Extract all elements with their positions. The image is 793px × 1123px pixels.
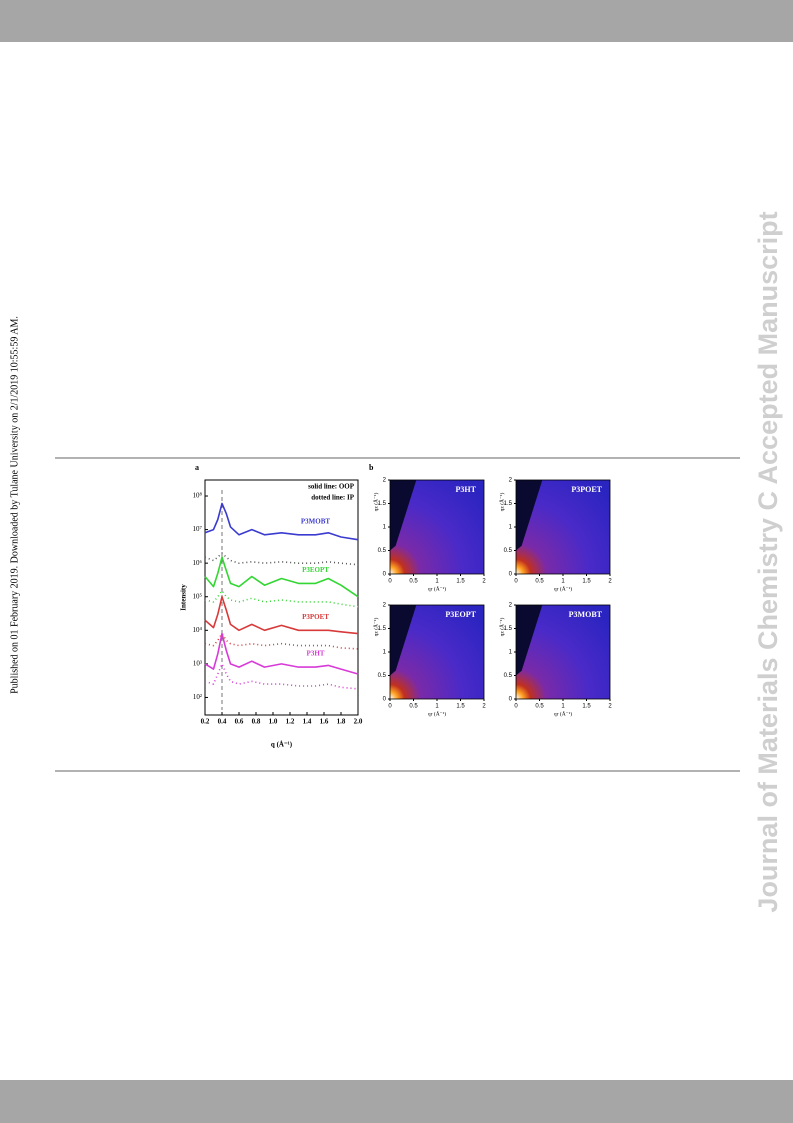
- y-tick-label: 10²: [193, 693, 202, 701]
- y-axis-label: Intensity: [180, 584, 188, 611]
- x-tick-label: 2: [482, 704, 486, 710]
- y-tick-label: 10⁴: [193, 626, 203, 634]
- y-tick-label: 2: [383, 478, 387, 484]
- series-label: P3EOPT: [302, 566, 329, 574]
- panel-letter: b: [369, 463, 374, 472]
- y-tick-label: 0.5: [378, 673, 387, 679]
- watermark: Journal of Materials Chemistry C Accepte…: [753, 211, 783, 912]
- y-tick-label: 10⁶: [193, 559, 203, 567]
- x-tick-label: 0: [514, 704, 518, 710]
- series-line: [204, 595, 359, 635]
- x-tick-label: 0.4: [218, 718, 227, 726]
- y-tick-label: 2: [509, 478, 513, 484]
- y-tick-label: 10⁵: [193, 592, 203, 600]
- y-tick-label: 2: [509, 603, 513, 609]
- y-tick-label: 0.5: [378, 548, 387, 554]
- y-tick-label: 1.5: [504, 626, 513, 632]
- panel-title: P3HT: [456, 485, 477, 494]
- x-axis-label: qr (Å⁻¹): [554, 584, 572, 592]
- x-tick-label: 1.5: [456, 704, 465, 710]
- x-tick-label: 0.5: [535, 579, 544, 585]
- panel-title: P3MOBT: [569, 610, 603, 619]
- x-tick-label: 0: [514, 579, 518, 585]
- series-label: P3MOBT: [301, 517, 330, 525]
- y-tick-label: 10³: [193, 659, 202, 667]
- y-tick-label: 0.5: [504, 548, 513, 554]
- x-tick-label: 1.5: [456, 579, 465, 585]
- x-tick-label: 1: [561, 579, 565, 585]
- series-line: [204, 556, 359, 598]
- bottom-bar: [0, 1080, 793, 1123]
- x-axis-label: q (Å⁻¹): [271, 741, 293, 749]
- y-tick-label: 1: [509, 525, 513, 531]
- side-note: Published on 01 February 2019. Downloade…: [9, 316, 20, 694]
- x-tick-label: 1.5: [582, 579, 591, 585]
- panel-title: P3EOPT: [445, 610, 476, 619]
- x-axis-label: qr (Å⁻¹): [554, 709, 572, 717]
- series-line: [204, 632, 359, 650]
- x-tick-label: 0.5: [535, 704, 544, 710]
- y-axis-label: qz (Å⁻¹): [371, 617, 379, 636]
- detector-gap: [390, 605, 417, 676]
- y-tick-label: 0: [383, 697, 387, 703]
- series-line: [204, 502, 359, 541]
- legend-note: dotted line: IP: [311, 494, 355, 502]
- series-label: P3POET: [302, 613, 329, 621]
- y-tick-label: 10⁷: [193, 525, 203, 533]
- y-tick-label: 1.5: [378, 626, 387, 632]
- y-tick-label: 1: [383, 525, 387, 531]
- x-tick-label: 1: [435, 704, 439, 710]
- x-tick-label: 1.6: [320, 718, 329, 726]
- y-tick-label: 2: [383, 603, 387, 609]
- y-tick-label: 0.5: [504, 673, 513, 679]
- detector-gap: [516, 480, 543, 551]
- legend-note: solid line: OOP: [308, 483, 355, 491]
- x-tick-label: 0.2: [201, 718, 210, 726]
- series-line: [204, 552, 359, 566]
- x-tick-label: 0.5: [409, 704, 418, 710]
- y-tick-label: 1: [383, 650, 387, 656]
- x-axis-label: qr (Å⁻¹): [428, 584, 446, 592]
- y-tick-label: 0: [509, 697, 513, 703]
- y-tick-label: 1.5: [504, 501, 513, 507]
- panel-letter: a: [195, 463, 199, 472]
- x-tick-label: 1.4: [303, 718, 312, 726]
- x-tick-label: 1.5: [582, 704, 591, 710]
- detector-gap: [516, 605, 543, 676]
- x-tick-label: 0.5: [409, 579, 418, 585]
- y-tick-label: 0: [383, 572, 387, 578]
- detector-gap: [390, 480, 417, 551]
- y-axis-label: qz (Å⁻¹): [371, 492, 379, 511]
- y-tick-label: 0: [509, 572, 513, 578]
- y-tick-label: 10⁸: [193, 492, 203, 500]
- y-axis-label: qz (Å⁻¹): [497, 492, 505, 511]
- x-tick-label: 1: [561, 704, 565, 710]
- x-tick-label: 1.8: [337, 718, 346, 726]
- x-tick-label: 2: [482, 579, 486, 585]
- x-tick-label: 0.6: [235, 718, 244, 726]
- x-tick-label: 0: [388, 704, 392, 710]
- x-tick-label: 1.2: [286, 718, 295, 726]
- x-axis-label: qr (Å⁻¹): [428, 709, 446, 717]
- top-bar: [0, 0, 793, 42]
- series-line: [204, 590, 359, 608]
- series-line: [204, 632, 359, 675]
- x-tick-label: 0.8: [252, 718, 261, 726]
- series-label: P3HT: [307, 650, 325, 658]
- panel-title: P3POET: [571, 485, 602, 494]
- x-tick-label: 2.0: [354, 718, 363, 726]
- y-tick-label: 1: [509, 650, 513, 656]
- x-tick-label: 1.0: [269, 718, 278, 726]
- y-tick-label: 1.5: [378, 501, 387, 507]
- x-tick-label: 2: [608, 704, 612, 710]
- y-axis-label: qz (Å⁻¹): [497, 617, 505, 636]
- plot-frame: [204, 479, 359, 716]
- x-tick-label: 2: [608, 579, 612, 585]
- x-tick-label: 0: [388, 579, 392, 585]
- x-tick-label: 1: [435, 579, 439, 585]
- series-line: [204, 663, 359, 690]
